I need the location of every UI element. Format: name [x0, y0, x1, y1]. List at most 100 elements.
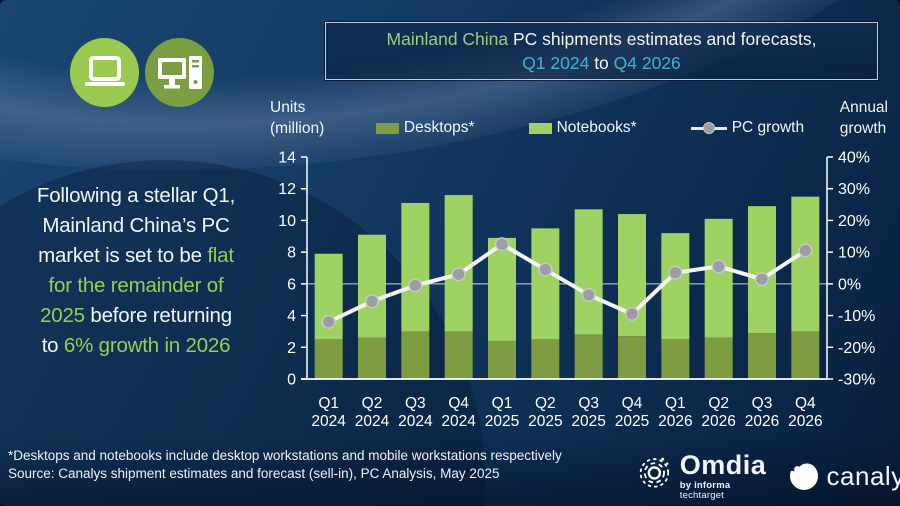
- title-line-2: Q1 2024 to Q4 2026: [522, 53, 681, 73]
- logos: Omdia by informa techtarget canalys: [636, 452, 900, 500]
- x-label-quarter: Q3: [752, 395, 773, 412]
- desktop-badge: [145, 38, 214, 107]
- footnotes: *Desktops and notebooks include desktop …: [8, 447, 562, 482]
- x-label-quarter: Q1: [318, 395, 339, 412]
- left-tick-label: 8: [287, 245, 296, 262]
- x-label-year: 2025: [528, 413, 562, 430]
- pc-growth-marker-2: [408, 278, 423, 293]
- pc-growth-marker-0: [321, 314, 336, 329]
- pc-growth-marker-6: [581, 287, 596, 302]
- pc-growth-line-marker-icon: [690, 122, 727, 134]
- pc-growth-marker-5: [538, 262, 553, 277]
- x-label-year: 2024: [355, 413, 390, 430]
- bar-desktops-5: [531, 339, 560, 379]
- bar-desktops-8: [661, 339, 690, 379]
- x-label-quarter: Q2: [535, 395, 556, 412]
- bar-notebooks-5: [531, 228, 560, 340]
- left-tick-label: 12: [278, 181, 296, 198]
- bar-notebooks-8: [661, 233, 690, 340]
- right-tick-label: 20%: [838, 213, 870, 230]
- omdia-rings-icon: [639, 457, 670, 488]
- laptop-icon: [84, 55, 125, 86]
- bar-notebooks-4: [488, 237, 516, 341]
- bar-notebooks-2: [401, 202, 430, 332]
- footnote-asterisk: *Desktops and notebooks include desktop …: [8, 448, 562, 463]
- left-axis-title: Units (million): [270, 99, 325, 137]
- x-label-year: 2026: [658, 413, 692, 430]
- pc-growth-marker-11: [798, 243, 813, 258]
- desktop-pc-icon: [157, 55, 202, 89]
- x-label-quarter: Q3: [578, 395, 599, 412]
- right-axis-title: Annual growth: [839, 99, 888, 137]
- bar-desktops-1: [358, 337, 386, 379]
- right-tick-label: -20%: [838, 340, 875, 357]
- left-tick-label: 4: [287, 308, 296, 325]
- bar-notebooks-3: [444, 195, 473, 332]
- right-tick-label: 0%: [838, 276, 861, 293]
- pc-growth-marker-4: [494, 237, 509, 252]
- chart-plot: 02468101214-30%-20%-10%0%10%20%30%40%Q12…: [278, 150, 875, 431]
- omdia-wordmark: Omdia: [679, 450, 767, 480]
- bar-desktops-7: [618, 336, 646, 379]
- device-badges: [70, 38, 214, 107]
- bar-notebooks-6: [574, 209, 603, 335]
- pc-growth-marker-7: [625, 306, 640, 321]
- x-label-year: 2026: [701, 413, 735, 430]
- bar-desktops-2: [401, 331, 430, 379]
- x-label-year: 2025: [571, 413, 605, 430]
- sidebar-commentary: Following a stellar Q1, Mainland China’s…: [36, 184, 236, 357]
- chart-title-box: Mainland China PC shipments estimates an…: [324, 21, 879, 81]
- title-line-1: Mainland China PC shipments estimates an…: [386, 29, 817, 49]
- pc-growth-marker-3: [451, 267, 466, 282]
- bar-desktops-3: [444, 331, 473, 379]
- x-label-year: 2026: [745, 413, 779, 430]
- pc-growth-marker-8: [668, 265, 683, 280]
- bar-notebooks-11: [791, 196, 820, 332]
- bar-notebooks-10: [748, 206, 776, 334]
- chart-legend: Desktops* Notebooks* PC growth: [330, 119, 850, 137]
- right-tick-label: -30%: [838, 372, 875, 389]
- bar-desktops-11: [791, 331, 820, 379]
- x-label-year: 2024: [398, 413, 433, 430]
- bar-desktops-0: [314, 339, 343, 379]
- x-label-quarter: Q2: [708, 395, 729, 412]
- x-label-quarter: Q1: [665, 395, 686, 412]
- omdia-logo: Omdia by informa techtarget: [636, 452, 770, 500]
- x-label-quarter: Q2: [362, 395, 383, 412]
- x-label-year: 2024: [441, 413, 476, 430]
- bar-desktops-4: [488, 340, 516, 379]
- right-tick-label: 10%: [838, 245, 870, 262]
- left-tick-label: 14: [278, 150, 296, 167]
- bar-desktops-6: [574, 334, 603, 379]
- bar-desktops-9: [704, 337, 733, 379]
- right-tick-label: 30%: [838, 181, 870, 198]
- canalys-logo: canalys: [788, 460, 900, 492]
- left-tick-label: 0: [287, 372, 296, 389]
- x-label-quarter: Q4: [448, 395, 469, 412]
- laptop-badge: [70, 38, 139, 107]
- right-tick-label: 40%: [838, 150, 870, 167]
- left-tick-label: 6: [287, 276, 296, 293]
- pc-growth-marker-9: [711, 259, 726, 274]
- pc-growth-marker-1: [364, 294, 379, 309]
- legend-item-notebooks: Notebooks*: [528, 119, 637, 137]
- x-label-quarter: Q1: [492, 395, 513, 412]
- left-tick-label: 10: [278, 213, 296, 230]
- x-label-year: 2025: [485, 413, 519, 430]
- omdia-tagline: by informa techtarget: [679, 480, 731, 501]
- canalys-sphere-icon: [789, 461, 818, 490]
- bar-notebooks-9: [704, 218, 733, 338]
- left-tick-label: 2: [287, 340, 296, 357]
- legend-label-pc-growth: PC growth: [731, 119, 805, 136]
- bar-desktops-10: [748, 333, 776, 379]
- legend-item-desktops: Desktops*: [375, 119, 475, 137]
- x-label-quarter: Q4: [795, 395, 816, 412]
- bar-notebooks-1: [358, 234, 386, 338]
- x-label-year: 2026: [788, 413, 822, 430]
- legend-label-desktops: Desktops*: [403, 119, 475, 136]
- desktops-swatch: [375, 122, 399, 134]
- x-label-quarter: Q4: [622, 395, 643, 412]
- notebooks-swatch: [528, 122, 552, 134]
- pc-growth-marker-10: [755, 272, 770, 287]
